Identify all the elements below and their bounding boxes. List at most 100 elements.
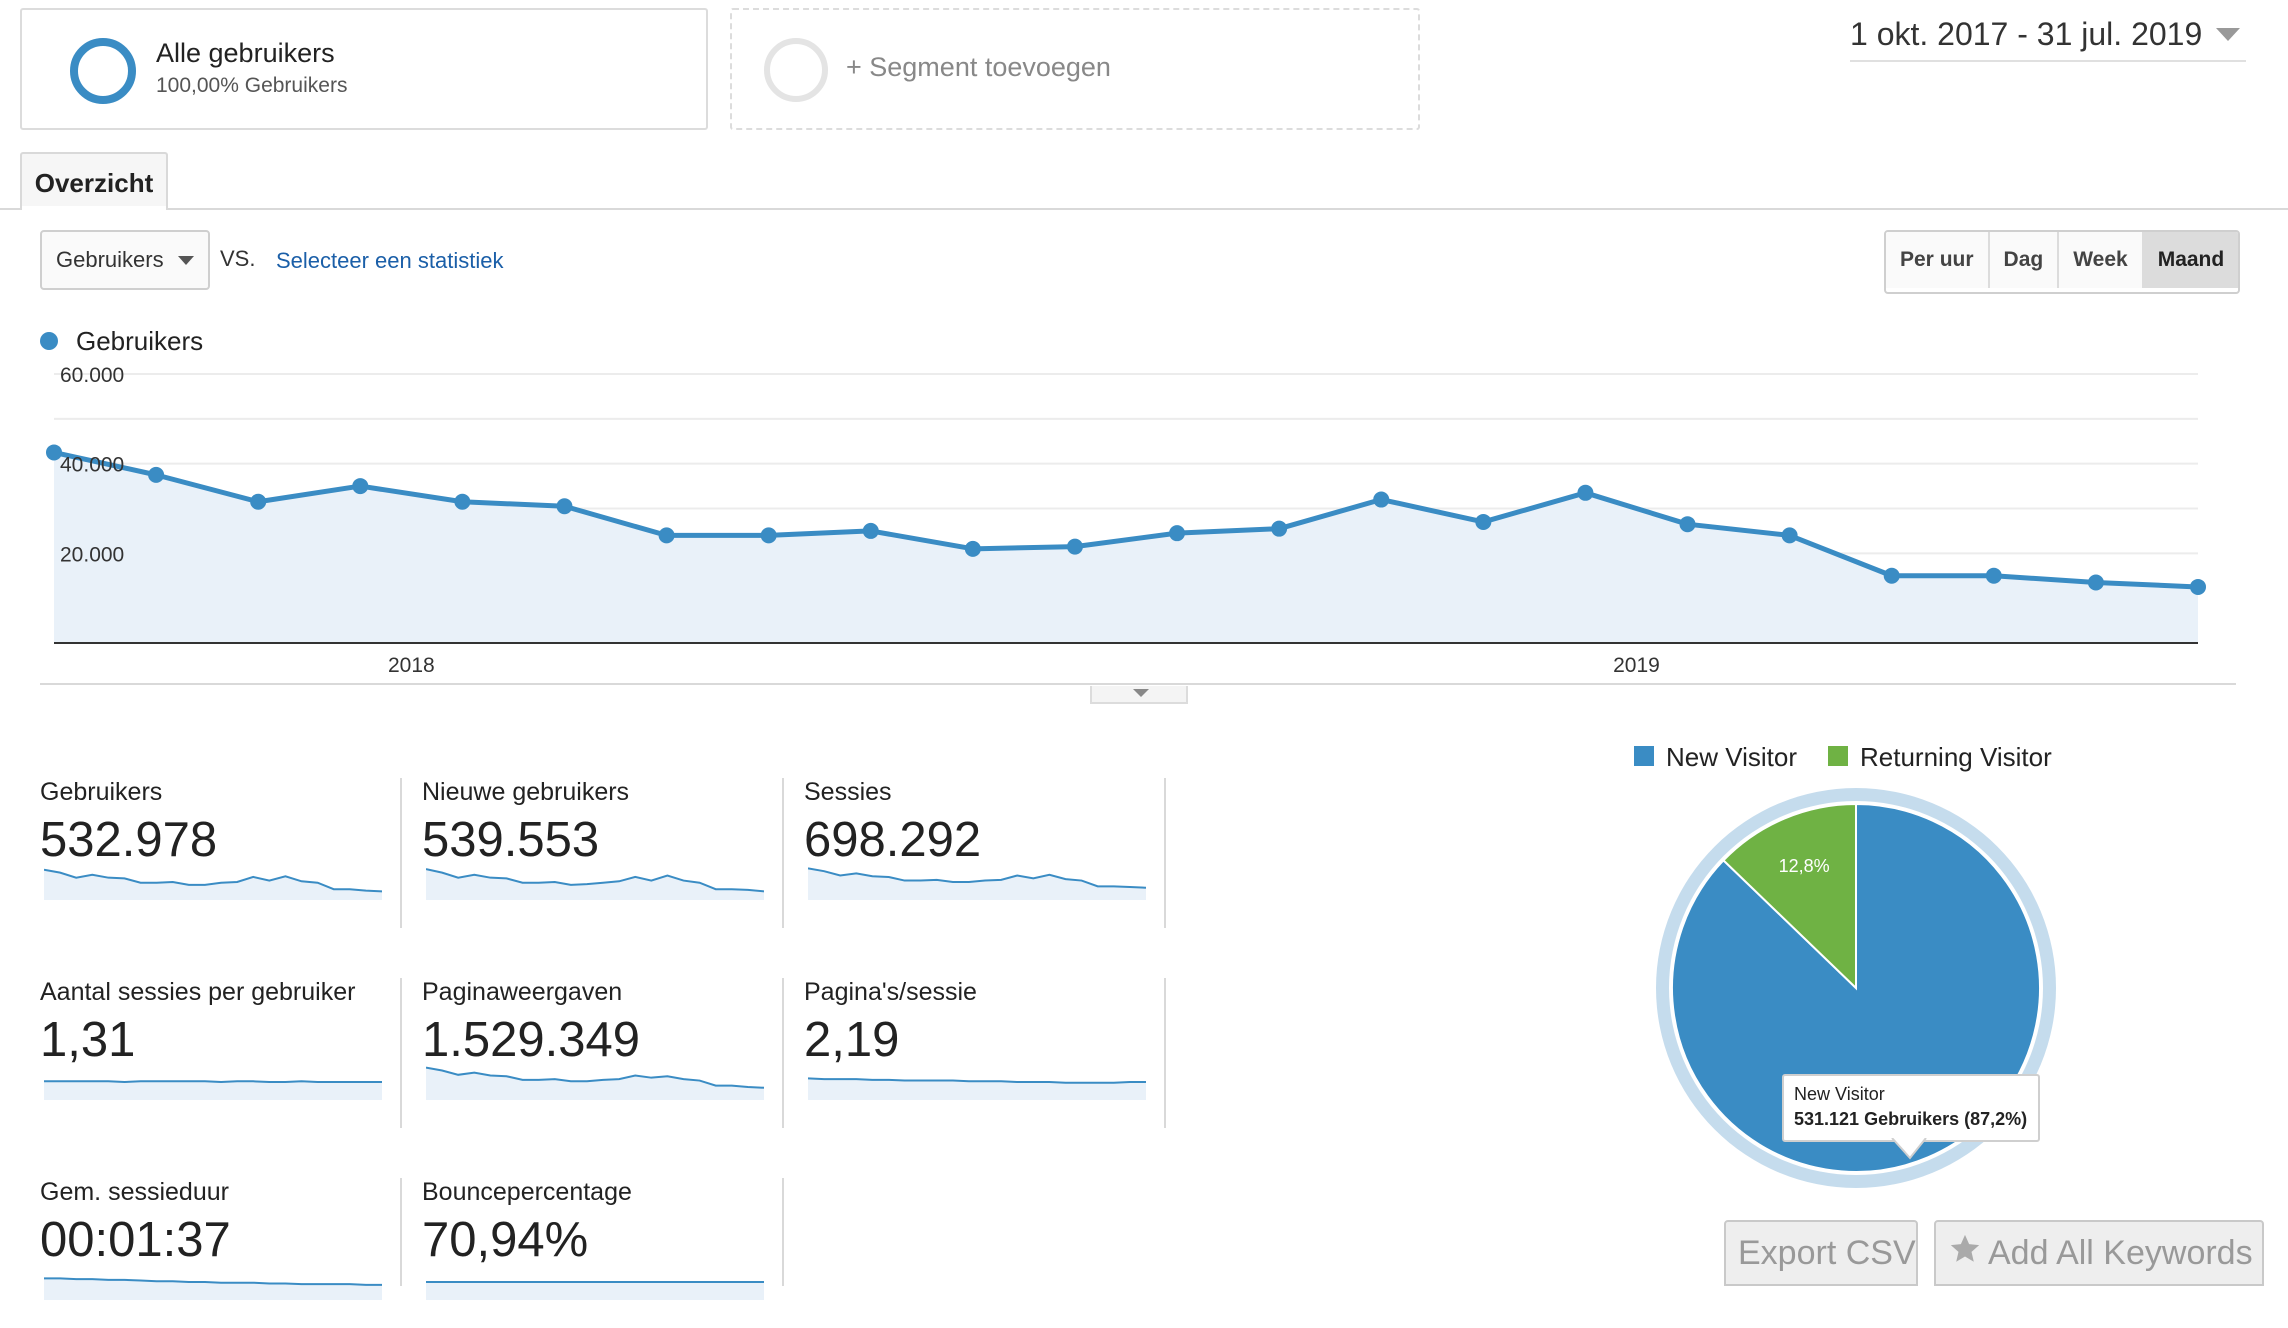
stat-tile[interactable]: Aantal sessies per gebruiker 1,31	[40, 978, 420, 1128]
add-segment-label: + Segment toevoegen	[846, 52, 1111, 82]
stat-value: 70,94%	[422, 1213, 589, 1267]
interval-day-button[interactable]: Dag	[1989, 232, 2060, 288]
stat-tile[interactable]: Gebruikers 532.978	[40, 778, 420, 928]
x-tick-label: 2019	[1613, 654, 1660, 677]
stat-label: Gem. sessieduur	[40, 1178, 229, 1206]
chart-legend-label: Gebruikers	[76, 326, 204, 356]
stat-tile[interactable]: Paginaweergaven 1.529.349	[422, 978, 802, 1128]
stat-label: Sessies	[804, 778, 892, 806]
sparkline	[426, 868, 764, 900]
data-point[interactable]	[1066, 538, 1083, 555]
sparkline	[808, 867, 1146, 900]
stat-tile[interactable]: Sessies 698.292	[804, 778, 1184, 928]
chart-collapse-handle[interactable]	[1090, 686, 1188, 704]
legend-label: Returning Visitor	[1860, 742, 2052, 772]
stat-value: 532.978	[40, 813, 218, 867]
tab-bar-divider	[0, 208, 2288, 210]
segment-subtitle: 100,00% Gebruikers	[156, 74, 348, 97]
sparkline	[426, 1281, 764, 1300]
interval-button-group: Per uur Dag Week Maand	[1884, 230, 2241, 294]
star-icon	[1948, 1224, 1982, 1286]
data-point[interactable]	[1781, 527, 1798, 544]
select-statistic-link[interactable]: Selecteer een statistiek	[276, 248, 504, 273]
sparkline-area	[808, 868, 1146, 900]
data-point[interactable]	[1169, 525, 1186, 542]
y-tick-label: 40.000	[60, 454, 124, 477]
stat-label: Paginaweergaven	[422, 978, 623, 1006]
data-point[interactable]	[454, 493, 471, 510]
data-point[interactable]	[2190, 578, 2206, 595]
data-point[interactable]	[862, 522, 879, 539]
data-point[interactable]	[1679, 516, 1696, 533]
stat-label: Nieuwe gebruikers	[422, 778, 630, 806]
sparkline-area	[426, 1282, 764, 1300]
stat-tile[interactable]: Bouncepercentage 70,94%	[422, 1178, 802, 1328]
data-point[interactable]	[2087, 574, 2104, 591]
legend-label: New Visitor	[1666, 742, 1798, 772]
stat-value: 698.292	[804, 813, 982, 867]
sparkline-area	[44, 1081, 382, 1100]
interval-hourly-button[interactable]: Per uur	[1886, 232, 1990, 288]
data-point[interactable]	[658, 527, 675, 544]
sparkline-area	[426, 869, 764, 900]
stat-value: 1,31	[40, 1013, 136, 1067]
users-line-chart[interactable]: 20.000 40.000 60.000 2018 2019	[0, 360, 2288, 690]
sparkline	[44, 1277, 382, 1300]
sparkline-line	[44, 1080, 382, 1084]
legend-swatch	[1828, 746, 1848, 766]
sparkline-area	[44, 869, 382, 900]
stat-divider	[782, 778, 784, 928]
sparkline	[426, 1066, 764, 1100]
data-point[interactable]	[1373, 491, 1390, 508]
segment-title: Alle gebruikers	[156, 38, 335, 68]
data-point[interactable]	[1985, 567, 2002, 584]
tab-overview[interactable]: Overzicht	[20, 152, 168, 210]
metric-select-value: Gebruikers	[56, 247, 164, 272]
data-point[interactable]	[1271, 520, 1288, 537]
stat-divider	[1164, 778, 1166, 928]
stat-tile[interactable]: Gem. sessieduur 00:01:37	[40, 1178, 420, 1328]
sparkline	[44, 868, 382, 900]
data-point[interactable]	[964, 540, 981, 557]
data-point[interactable]	[1475, 513, 1492, 530]
sparkline-line	[426, 1066, 764, 1089]
stat-label: Aantal sessies per gebruiker	[40, 978, 356, 1006]
stat-label: Pagina's/sessie	[804, 978, 977, 1006]
pie-slice[interactable]	[1722, 802, 1857, 991]
export-csv-button[interactable]: Export CSV	[1724, 1220, 1918, 1286]
add-all-keywords-button[interactable]: Add All Keywords	[1934, 1220, 2264, 1286]
stat-value: 539.553	[422, 813, 600, 867]
data-point[interactable]	[250, 493, 267, 510]
y-tick-label: 20.000	[60, 543, 124, 566]
stat-tile[interactable]: Pagina's/sessie 2,19	[804, 978, 1184, 1128]
tooltip-detail: 531.121 Gebruikers (87,2%)	[1794, 1109, 2028, 1129]
stat-value: 2,19	[804, 1013, 900, 1067]
series-line	[53, 450, 2199, 590]
interval-week-button[interactable]: Week	[2059, 232, 2144, 288]
tooltip-title: New Visitor	[1794, 1084, 1885, 1104]
data-point[interactable]	[1577, 484, 1594, 501]
metric-select[interactable]: Gebruikers	[40, 230, 210, 290]
dropdown-arrow-icon	[178, 256, 194, 265]
interval-month-button[interactable]: Maand	[2143, 232, 2239, 288]
pie-slice-label: 12,8%	[1779, 856, 1830, 876]
data-point[interactable]	[352, 478, 369, 495]
chevron-down-icon	[2216, 28, 2240, 41]
add-segment-button[interactable]: + Segment toevoegen	[730, 8, 1420, 130]
stat-tile[interactable]: Nieuwe gebruikers 539.553	[422, 778, 802, 928]
segment-card-all-users[interactable]: Alle gebruikers 100,00% Gebruikers	[20, 8, 708, 130]
pie-tooltip: New Visitor 531.121 Gebruikers (87,2%)	[1782, 1074, 2040, 1142]
data-point[interactable]	[556, 498, 573, 515]
data-point[interactable]	[46, 444, 62, 461]
sparkline-area	[808, 1078, 1146, 1100]
date-range-picker[interactable]: 1 okt. 2017 - 31 jul. 2019	[1850, 16, 2246, 62]
stat-divider	[400, 778, 402, 928]
sparkline-area	[426, 1067, 764, 1100]
stat-divider	[782, 978, 784, 1128]
stat-value: 1.529.349	[422, 1013, 640, 1067]
segment-ring-icon	[70, 38, 136, 104]
data-point[interactable]	[760, 527, 777, 544]
add-all-keywords-label: Add All Keywords	[1988, 1234, 2253, 1272]
data-point[interactable]	[1883, 567, 1900, 584]
data-point[interactable]	[148, 466, 165, 483]
